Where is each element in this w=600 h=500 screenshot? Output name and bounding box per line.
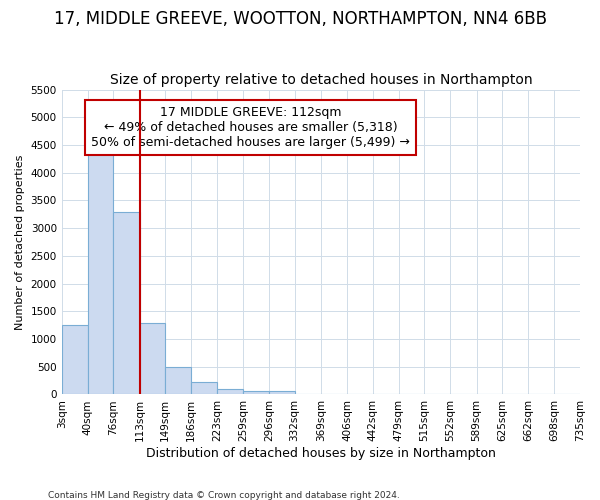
Bar [140, 324, 165, 394]
Y-axis label: Number of detached properties: Number of detached properties [15, 154, 25, 330]
Bar [113, 212, 140, 394]
Text: 17 MIDDLE GREEVE: 112sqm
← 49% of detached houses are smaller (5,318)
50% of sem: 17 MIDDLE GREEVE: 112sqm ← 49% of detach… [91, 106, 410, 149]
X-axis label: Distribution of detached houses by size in Northampton: Distribution of detached houses by size … [146, 447, 496, 460]
Bar [217, 390, 243, 394]
Title: Size of property relative to detached houses in Northampton: Size of property relative to detached ho… [110, 73, 532, 87]
Bar [191, 382, 217, 394]
Text: Contains HM Land Registry data © Crown copyright and database right 2024.: Contains HM Land Registry data © Crown c… [48, 490, 400, 500]
Bar [165, 368, 191, 394]
Bar [62, 324, 88, 394]
Bar [243, 391, 269, 394]
Bar [88, 154, 113, 394]
Text: 17, MIDDLE GREEVE, WOOTTON, NORTHAMPTON, NN4 6BB: 17, MIDDLE GREEVE, WOOTTON, NORTHAMPTON,… [53, 10, 547, 28]
Bar [269, 392, 295, 394]
